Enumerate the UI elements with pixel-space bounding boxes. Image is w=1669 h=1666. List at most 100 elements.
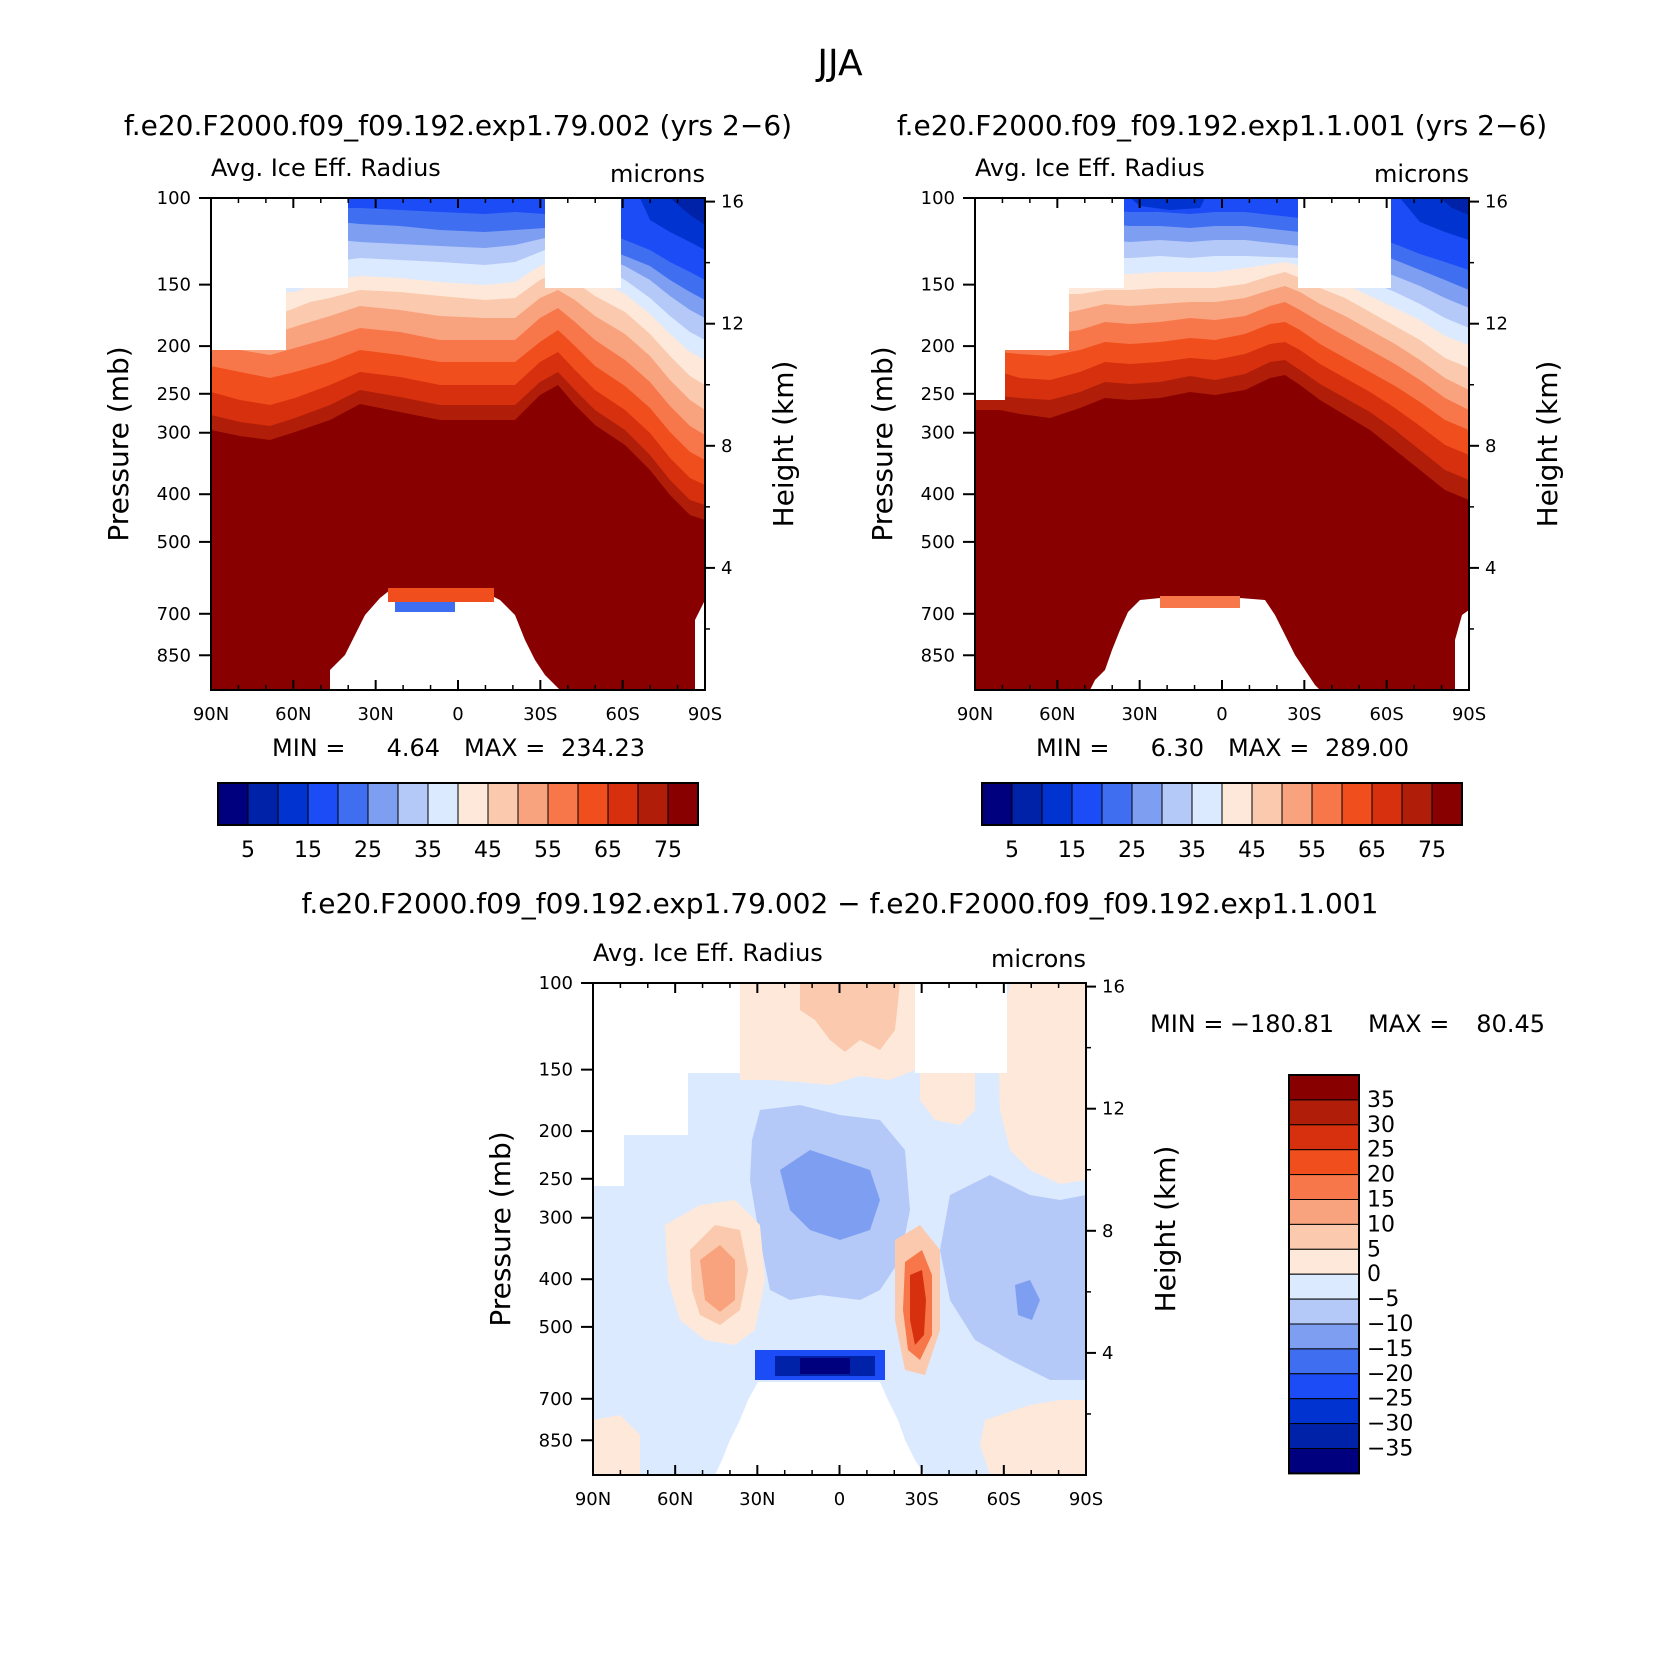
diff-title: f.e20.F2000.f09_f09.192.exp1.79.002 − f.…	[302, 887, 1379, 920]
y2-tick-label: 16	[721, 192, 744, 213]
diff-plot-field	[593, 983, 1086, 1475]
colorbar-label: −25	[1367, 1387, 1413, 1412]
case-b-min-value: 6.30	[1151, 734, 1204, 762]
case-a-min-label: MIN =	[272, 734, 345, 762]
colorbar-label: 10	[1367, 1212, 1395, 1237]
colorbar-swatch	[1221, 782, 1253, 826]
case-b-band-5	[1440, 198, 1469, 215]
colorbar-swatch	[1131, 782, 1163, 826]
y-tick-label: 850	[539, 1430, 573, 1451]
x-tick-label: 0	[834, 1489, 845, 1510]
colorbar-label: 5	[1367, 1237, 1381, 1262]
case-b-ylabel: Pressure (mb)	[866, 346, 899, 541]
case-a-mask-right-edge	[695, 600, 705, 690]
case-a-band-5	[670, 198, 705, 225]
diff-right-label: microns	[991, 945, 1086, 973]
y-tick-label: 200	[539, 1121, 573, 1142]
colorbar-swatch	[337, 782, 369, 826]
colorbar-label: −15	[1367, 1337, 1413, 1362]
colorbar-swatch	[277, 782, 309, 826]
colorbar-swatch	[1288, 1373, 1360, 1400]
colorbar-swatch	[1371, 782, 1403, 826]
y-tick-label: 200	[157, 336, 191, 357]
case-b-max-label: MAX =	[1228, 734, 1309, 762]
colorbar-swatch	[217, 782, 249, 826]
case-a-mask-top-2	[545, 198, 621, 288]
diff-sh-blue-2	[1015, 1280, 1040, 1320]
colorbar-swatch	[1071, 782, 1103, 826]
colorbar-label: 35	[1178, 838, 1206, 863]
diff-ylabel: Pressure (mb)	[484, 1131, 517, 1326]
case-a-ylabel2: Height (km)	[767, 361, 800, 528]
figure-title: JJA	[815, 43, 863, 84]
y2-tick-label: 4	[1102, 1343, 1113, 1364]
colorbar-label: 0	[1367, 1262, 1381, 1287]
case-a-colorbar: 5 15 25 35 45 55 65 75	[217, 782, 699, 863]
colorbar-label: 35	[414, 838, 442, 863]
colorbar-label: 75	[1418, 838, 1446, 863]
diff-upper-pos-2	[800, 983, 900, 1052]
colorbar-swatch	[1288, 1223, 1360, 1250]
y2-tick-label: 8	[721, 436, 732, 457]
x-tick-label: 0	[452, 704, 463, 725]
diff-low-blue-3	[800, 1358, 850, 1374]
colorbar-swatch	[1041, 782, 1073, 826]
x-tick-label: 90N	[957, 704, 993, 725]
y-tick-label: 500	[157, 532, 191, 553]
case-b-mask-top	[975, 198, 1124, 400]
x-tick-label: 60N	[275, 704, 311, 725]
case-a-title: f.e20.F2000.f09_f09.192.exp1.79.002 (yrs…	[124, 109, 792, 142]
colorbar-swatch	[667, 782, 699, 826]
y-tick-label: 150	[157, 275, 191, 296]
colorbar-swatch	[1288, 1074, 1360, 1101]
case-a-max-value: 234.23	[561, 734, 645, 762]
y-tick-label: 250	[539, 1169, 573, 1190]
colorbar-label: 30	[1367, 1113, 1395, 1138]
colorbar-swatch	[1288, 1348, 1360, 1375]
x-tick-label: 90S	[1452, 704, 1486, 725]
colorbar-swatch	[981, 782, 1013, 826]
case-b-low-cloud	[1160, 596, 1240, 608]
case-b-ylabel2: Height (km)	[1531, 361, 1564, 528]
diff-nh-low-pos	[593, 1415, 640, 1475]
x-tick-label: 90S	[688, 704, 722, 725]
colorbar-swatch	[547, 782, 579, 826]
colorbar-label: 35	[1367, 1088, 1395, 1113]
case-a-right-label: microns	[610, 160, 705, 188]
case-b-left-label: Avg. Ice Eff. Radius	[975, 154, 1205, 182]
diff-right-pos	[998, 983, 1086, 1184]
diff-mask-top-2	[915, 983, 1007, 1073]
y-tick-label: 400	[157, 484, 191, 505]
y-tick-label: 700	[157, 604, 191, 625]
colorbar-label: 45	[1238, 838, 1266, 863]
y-tick-label: 250	[157, 384, 191, 405]
colorbar-swatch	[1288, 1423, 1360, 1449]
y-tick-label: 200	[921, 336, 955, 357]
colorbar-label: −35	[1367, 1437, 1413, 1462]
case-b-mask-low	[1090, 598, 1320, 690]
colorbar-swatch	[1288, 1248, 1360, 1275]
y-tick-label: 100	[921, 188, 955, 209]
case-a-axes: 90N 60N 30N 0 30S 60S 90S 100 150 200 250 300 400 500…	[157, 188, 744, 725]
y2-tick-label: 4	[1485, 558, 1496, 579]
colorbar-swatch	[1288, 1398, 1360, 1425]
x-tick-label: 90S	[1069, 1489, 1103, 1510]
colorbar-swatch	[577, 782, 609, 826]
colorbar-swatch	[1288, 1099, 1360, 1126]
colorbar-frame	[1288, 1074, 1360, 1475]
case-b-title: f.e20.F2000.f09_f09.192.exp1.1.001 (yrs …	[897, 109, 1547, 142]
x-tick-label: 60S	[605, 704, 639, 725]
colorbar-swatch	[1288, 1273, 1360, 1300]
x-tick-label: 90N	[575, 1489, 611, 1510]
colorbar-swatch	[1288, 1174, 1360, 1200]
colorbar-swatch	[637, 782, 669, 826]
case-b-band-10	[1130, 198, 1469, 240]
case-a-max-label: MAX =	[464, 734, 545, 762]
colorbar-swatch	[517, 782, 549, 826]
x-tick-label: 60N	[1039, 704, 1075, 725]
colorbar-frame	[217, 782, 699, 826]
case-b-plot-field	[975, 198, 1469, 690]
colorbar-swatch	[607, 782, 639, 826]
